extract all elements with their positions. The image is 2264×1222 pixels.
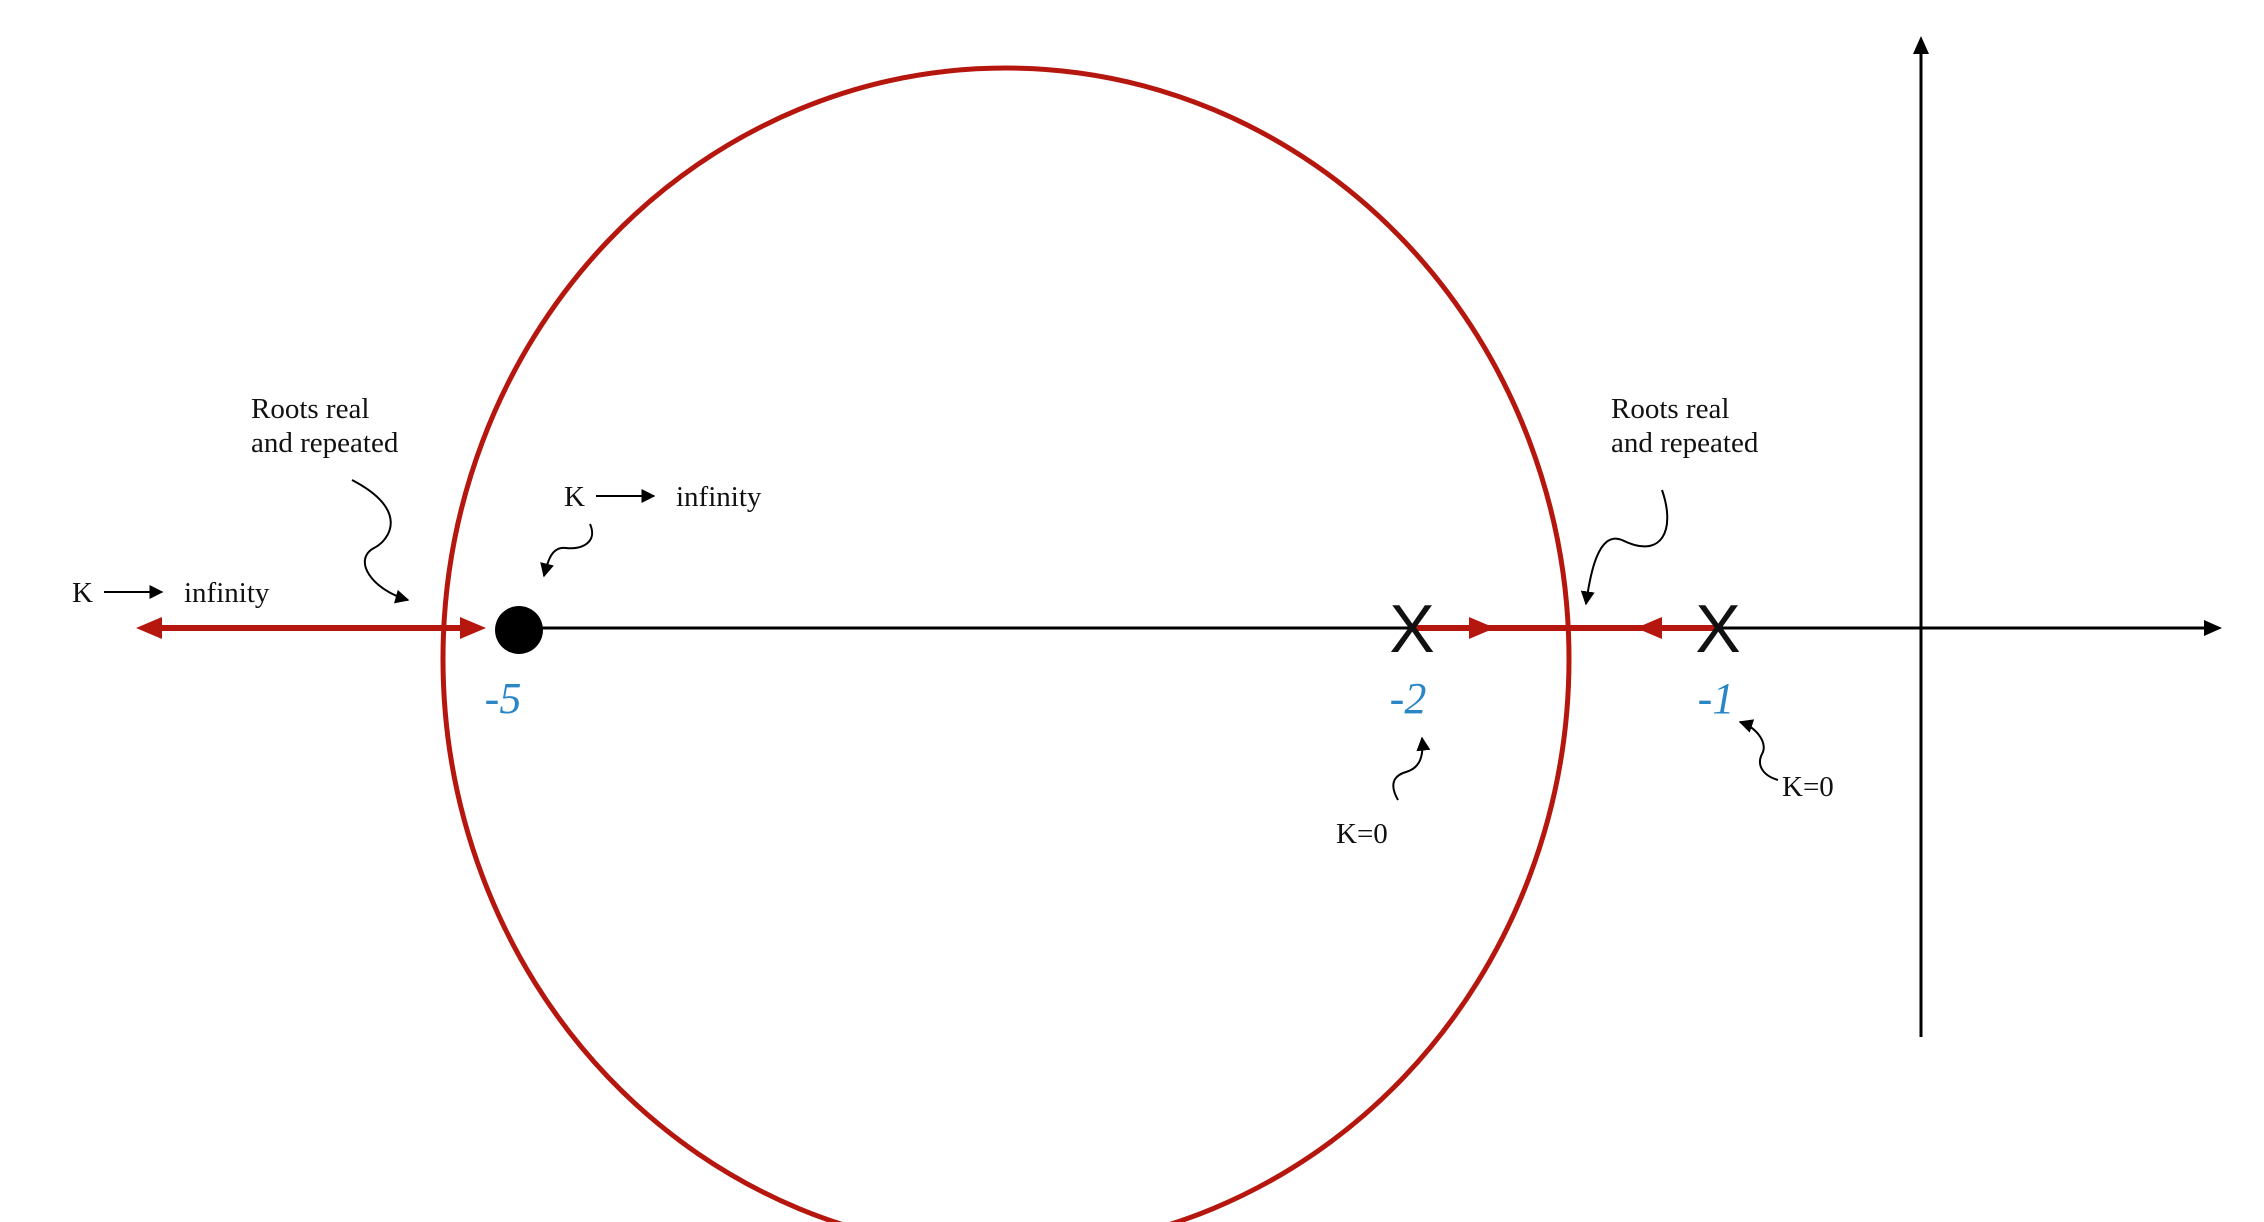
breakaway-right-line2: and repeated: [1611, 427, 1759, 459]
curved-arrow-icon: [1392, 736, 1431, 801]
zero-marker: [495, 606, 543, 654]
imaginary-axis: [1913, 36, 1929, 1037]
locus-circle: [440, 65, 1572, 1222]
locus-between-poles: [1412, 617, 1720, 639]
k-infinity-left-text: infinity: [184, 577, 270, 609]
k-infinity-zero-k: K: [564, 481, 585, 513]
breakaway-right-line1: Roots real: [1611, 393, 1729, 425]
value-label-pole-b: -1: [1698, 674, 1735, 723]
value-label-zero: -5: [485, 674, 522, 723]
pole-marker-b: X: [1695, 591, 1740, 667]
breakaway-left-line1: Roots real: [251, 393, 369, 425]
real-axis: [530, 620, 2222, 636]
k-infinity-left-k: K: [72, 577, 93, 609]
breakaway-left-line2: and repeated: [251, 427, 399, 459]
locus-left-branch: [136, 617, 486, 639]
k-infinity-zero-text: infinity: [676, 481, 762, 513]
k-zero-pole-b: K=0: [1782, 771, 1834, 803]
curved-arrow-icon: [1580, 489, 1669, 606]
curved-arrow-icon: [1738, 719, 1779, 781]
value-label-pole-a: -2: [1390, 674, 1427, 723]
pole-marker-a: X: [1389, 591, 1434, 667]
curved-arrow-icon: [351, 479, 410, 604]
k-zero-pole-a: K=0: [1336, 818, 1388, 850]
curved-arrow-icon: [540, 523, 593, 578]
